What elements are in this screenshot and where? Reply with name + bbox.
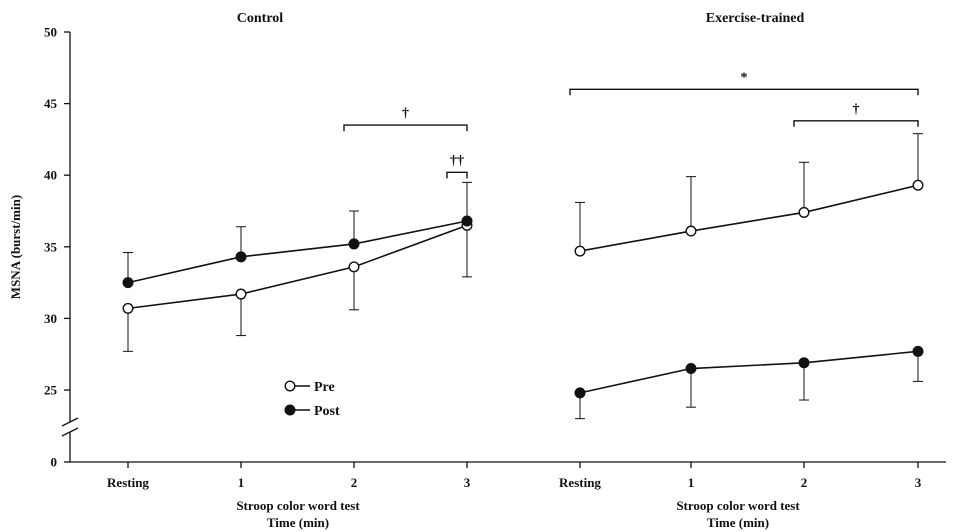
legend-marker bbox=[284, 380, 296, 392]
data-point bbox=[574, 245, 586, 257]
x-tick-label: 2 bbox=[801, 475, 808, 490]
data-point bbox=[685, 225, 697, 237]
y-axis-break-mark-lower bbox=[61, 427, 79, 437]
series-post bbox=[574, 345, 924, 420]
x-tick-label: 1 bbox=[238, 475, 245, 490]
legend-label: Post bbox=[314, 404, 340, 419]
x-tick-label: 1 bbox=[688, 475, 695, 490]
y-axis: MSNA (burst/min) 0 25 30 35 40 45 50 bbox=[8, 25, 79, 470]
x-axis-subtitle: Time (min) bbox=[267, 515, 329, 530]
significance-bracket: †† bbox=[446, 153, 468, 179]
panel-control: Control Resting 1 2 3 Stroop color word test T… bbox=[107, 11, 473, 530]
x-axis-title: Stroop color word test bbox=[676, 498, 800, 513]
series-line bbox=[127, 220, 468, 284]
x-tick-label: 3 bbox=[464, 475, 471, 490]
data-point bbox=[798, 357, 810, 369]
significance-label: * bbox=[741, 70, 748, 85]
data-point bbox=[912, 179, 924, 191]
data-point bbox=[798, 206, 810, 218]
y-tick-label: 45 bbox=[44, 96, 58, 111]
panel-title: Exercise-trained bbox=[706, 11, 805, 26]
data-point bbox=[348, 238, 360, 250]
x-tick-label: 3 bbox=[915, 475, 922, 490]
significance-label: † bbox=[402, 106, 409, 121]
series-pre bbox=[574, 133, 924, 257]
panel-exercise-trained: Exercise-trained Resting 1 2 3 Stroop color w… bbox=[559, 11, 924, 530]
series-line bbox=[579, 184, 919, 252]
data-point bbox=[685, 363, 697, 375]
data-point bbox=[348, 261, 360, 273]
x-tick-label: Resting bbox=[559, 475, 601, 490]
series-line bbox=[127, 224, 468, 310]
significance-label: †† bbox=[450, 153, 464, 168]
x-tick-label: Resting bbox=[107, 475, 149, 490]
significance-label: † bbox=[853, 102, 860, 117]
data-point bbox=[461, 215, 473, 227]
x-axis bbox=[70, 461, 946, 468]
series-line bbox=[579, 350, 919, 394]
panel-title: Control bbox=[237, 11, 284, 26]
legend: Pre Post bbox=[284, 380, 340, 419]
series-post bbox=[122, 181, 473, 289]
x-axis-subtitle: Time (min) bbox=[707, 515, 769, 530]
data-point bbox=[235, 251, 247, 263]
panels: Control Resting 1 2 3 Stroop color word test T… bbox=[107, 11, 924, 530]
significance-bracket: * bbox=[569, 70, 919, 96]
bracket-line bbox=[793, 120, 919, 127]
data-point bbox=[122, 277, 134, 289]
y-tick-label: 35 bbox=[44, 239, 58, 254]
significance-bracket: † bbox=[793, 102, 919, 127]
y-tick-label: 50 bbox=[44, 25, 57, 40]
series-pre bbox=[122, 219, 473, 352]
y-tick-label: 25 bbox=[44, 383, 58, 398]
data-point bbox=[574, 387, 586, 399]
y-tick-label: 30 bbox=[44, 311, 57, 326]
legend-marker bbox=[284, 404, 296, 416]
significance-bracket: † bbox=[343, 106, 468, 132]
data-point bbox=[235, 288, 247, 300]
legend-entry-post: Post bbox=[284, 404, 340, 419]
data-point bbox=[122, 302, 134, 314]
y-tick-label: 40 bbox=[44, 168, 57, 183]
legend-entry-pre: Pre bbox=[284, 380, 335, 395]
bracket-line bbox=[446, 171, 468, 179]
legend-label: Pre bbox=[314, 380, 335, 395]
data-point bbox=[912, 345, 924, 357]
y-axis-title: MSNA (burst/min) bbox=[8, 195, 23, 299]
x-axis-title: Stroop color word test bbox=[236, 498, 360, 513]
bracket-line bbox=[343, 124, 468, 132]
bracket-line bbox=[569, 88, 919, 96]
y-axis-break-mark-upper bbox=[61, 417, 79, 427]
y-tick-label: 0 bbox=[51, 455, 58, 470]
x-tick-label: 2 bbox=[351, 475, 358, 490]
